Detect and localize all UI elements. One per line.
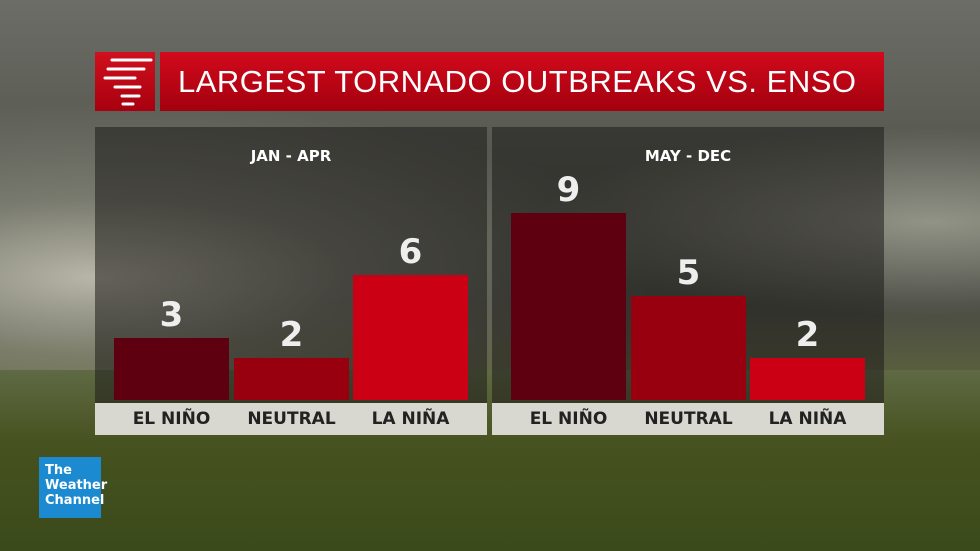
bar — [750, 358, 865, 400]
bar — [234, 358, 349, 400]
chart-title: LARGEST TORNADO OUTBREAKS VS. ENSO — [178, 64, 857, 99]
data-label: 2 — [279, 315, 304, 356]
category-label: EL NIÑO — [132, 409, 211, 429]
panel-jan-apr: JAN - APR 3 EL NIÑO 2 NEUTRAL 6 LA NIÑA — [95, 127, 487, 435]
logo-text: The — [45, 463, 72, 478]
category-label: LA NIÑA — [371, 409, 450, 429]
logo-text: Channel — [45, 493, 105, 508]
panel-may-dec: MAY - DEC 9 EL NIÑO 5 NEUTRAL 2 LA NIÑA — [492, 127, 884, 435]
tornado-icon — [95, 52, 155, 111]
bar — [511, 213, 626, 400]
category-strip — [95, 403, 487, 435]
data-label: 6 — [398, 232, 423, 273]
panel-title: MAY - DEC — [644, 147, 732, 165]
data-label: 9 — [556, 170, 581, 210]
logo-text: Weather — [45, 478, 108, 493]
weather-channel-logo: The Weather Channel — [39, 457, 108, 518]
data-label: 3 — [159, 294, 184, 335]
category-label: NEUTRAL — [644, 409, 733, 429]
data-label: 2 — [795, 315, 820, 356]
category-label: LA NIÑA — [768, 409, 847, 429]
bar — [353, 275, 468, 400]
bar — [114, 337, 229, 400]
bar — [631, 296, 746, 400]
category-label: EL NIÑO — [529, 409, 608, 429]
title-bar: LARGEST TORNADO OUTBREAKS VS. ENSO — [160, 52, 884, 111]
category-label: NEUTRAL — [247, 409, 336, 429]
panel-title: JAN - APR — [250, 147, 332, 165]
data-label: 5 — [676, 253, 701, 294]
category-strip — [492, 403, 884, 435]
